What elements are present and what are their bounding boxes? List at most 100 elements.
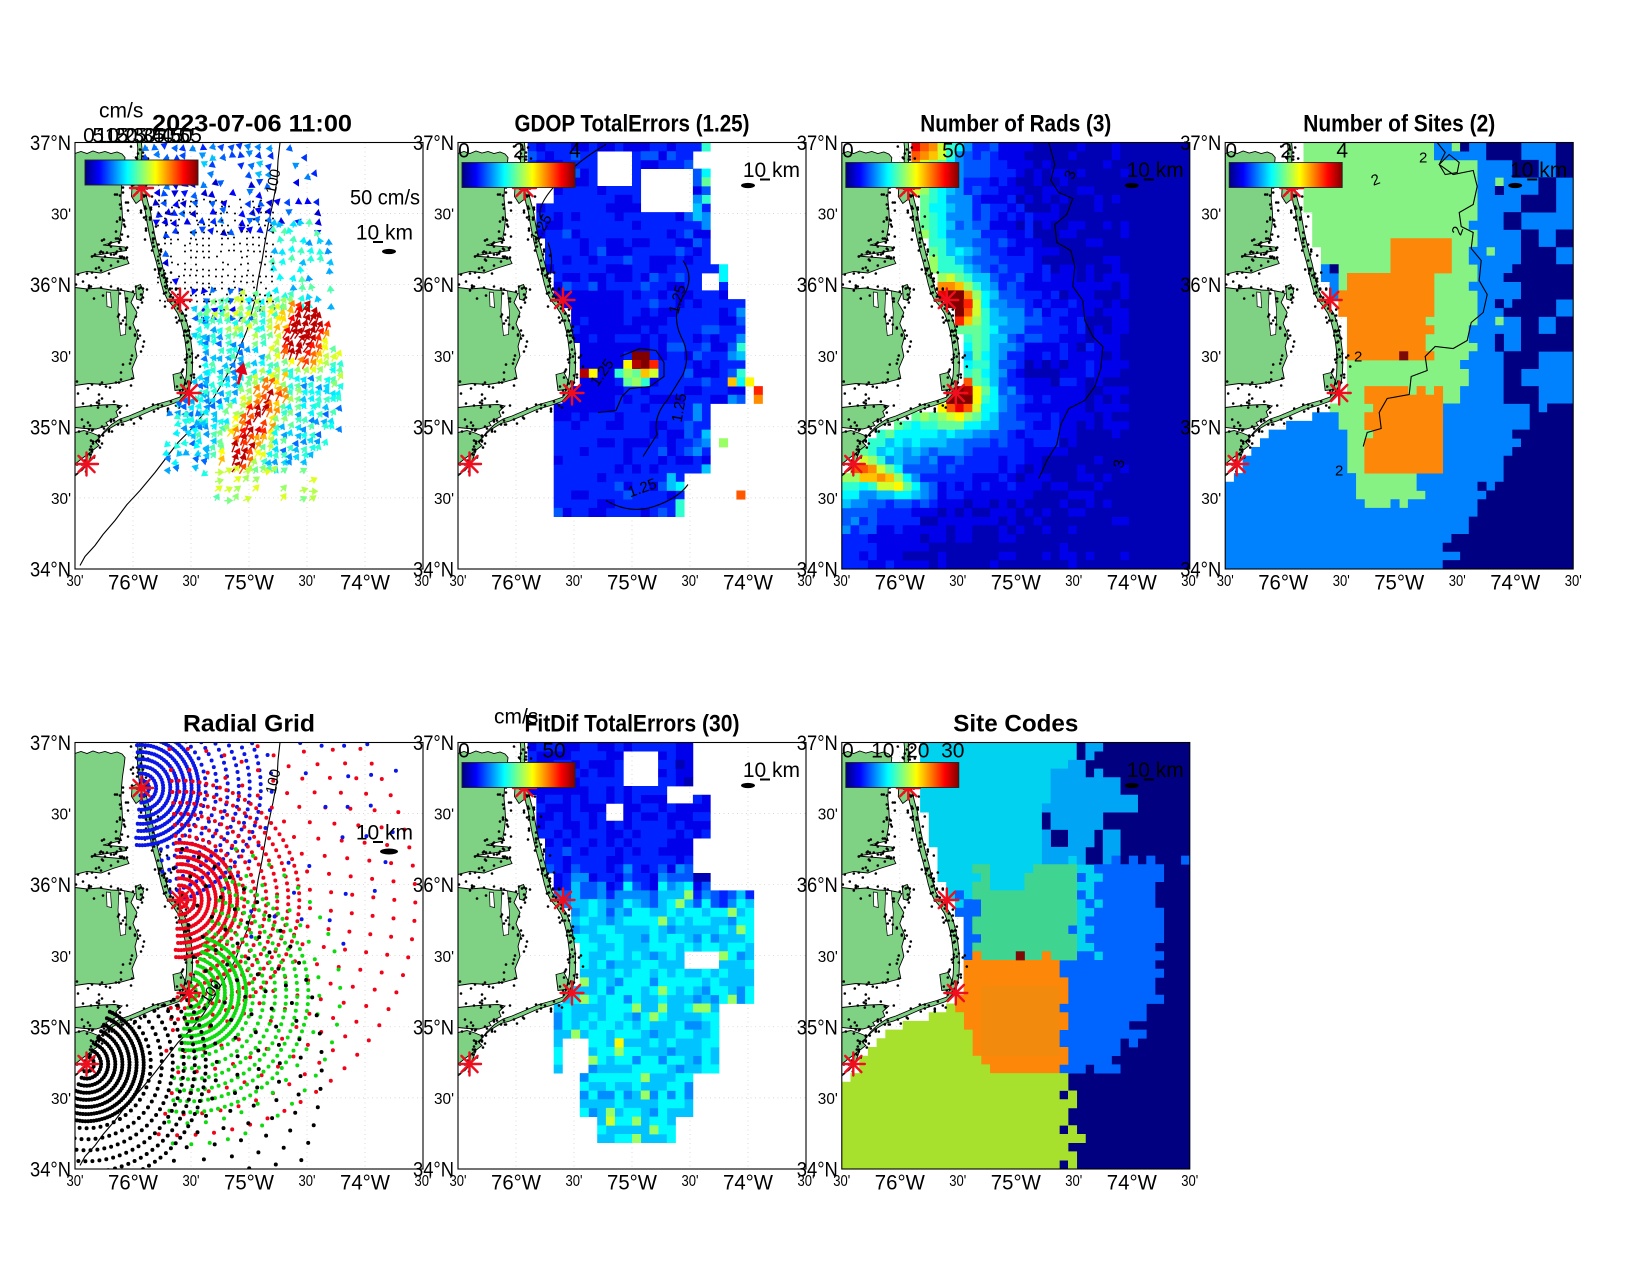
svg-text:37°N: 37°N [1180,132,1221,155]
svg-text:30': 30' [450,573,467,590]
svg-text:30': 30' [183,573,200,590]
svg-text:30': 30' [818,207,838,224]
svg-text:76°W: 76°W [491,572,541,595]
svg-text:36°N: 36°N [413,874,454,897]
svg-text:35°N: 35°N [1180,416,1221,439]
svg-text:Number of Rads (3): Number of Rads (3) [920,111,1111,138]
svg-text:0: 0 [842,740,854,763]
svg-text:76°W: 76°W [491,1172,541,1195]
svg-text:36°N: 36°N [797,874,838,897]
svg-text:30': 30' [818,349,838,366]
svg-text:30': 30' [67,573,84,590]
svg-text:30': 30' [1181,573,1198,590]
svg-text:30': 30' [51,807,71,824]
svg-text:30': 30' [818,807,838,824]
svg-text:100: 100 [263,168,285,196]
svg-text:2: 2 [1335,463,1343,480]
svg-text:75°W: 75°W [224,1172,274,1195]
svg-text:15: 15 [105,125,128,148]
svg-text:37°N: 37°N [797,732,838,755]
svg-text:37°N: 37°N [30,132,71,155]
svg-text:20: 20 [114,125,137,148]
svg-text:30': 30' [566,1173,583,1190]
svg-text:2: 2 [1354,349,1362,366]
svg-text:34°N: 34°N [30,1159,71,1182]
svg-text:0: 0 [458,740,470,763]
svg-text:30': 30' [1449,573,1466,590]
svg-text:10 km: 10 km [1127,159,1184,182]
svg-text:Number of Sites (2): Number of Sites (2) [1303,111,1495,138]
svg-text:30': 30' [51,491,71,508]
svg-text:36°N: 36°N [30,274,71,297]
svg-text:30': 30' [434,491,454,508]
svg-text:34°N: 34°N [413,559,454,582]
svg-text:30': 30' [833,573,850,590]
svg-text:30': 30' [299,1173,316,1190]
svg-text:10 km: 10 km [356,822,413,845]
svg-text:75°W: 75°W [1374,572,1424,595]
svg-text:Radial Grid: Radial Grid [183,711,315,738]
svg-text:75°W: 75°W [991,572,1041,595]
svg-text:30': 30' [682,1173,699,1190]
svg-text:34°N: 34°N [797,1159,838,1182]
svg-text:30: 30 [133,125,156,148]
svg-text:74°W: 74°W [340,572,390,595]
svg-text:75°W: 75°W [224,572,274,595]
svg-text:76°W: 76°W [108,572,158,595]
svg-text:30': 30' [434,1091,454,1108]
svg-text:10: 10 [871,740,894,763]
svg-text:20: 20 [906,740,929,763]
svg-text:74°W: 74°W [340,1172,390,1195]
svg-text:0: 0 [1225,140,1237,163]
svg-text:30': 30' [415,573,432,590]
svg-text:30': 30' [1201,349,1221,366]
svg-text:34°N: 34°N [1180,559,1221,582]
svg-text:37°N: 37°N [30,732,71,755]
svg-text:50: 50 [169,125,192,148]
svg-text:36°N: 36°N [413,274,454,297]
svg-text:75°W: 75°W [991,1172,1041,1195]
svg-text:35°N: 35°N [797,416,838,439]
svg-text:76°W: 76°W [875,1172,925,1195]
svg-text:37°N: 37°N [413,132,454,155]
svg-text:10 km: 10 km [1510,159,1567,182]
svg-text:30': 30' [450,1173,467,1190]
svg-text:30': 30' [1181,1173,1198,1190]
svg-text:30': 30' [818,949,838,966]
svg-text:25: 25 [123,125,146,148]
svg-text:2: 2 [513,140,525,163]
svg-text:30': 30' [818,491,838,508]
svg-text:74°W: 74°W [1107,1172,1157,1195]
svg-text:100: 100 [263,768,285,796]
svg-text:74°W: 74°W [1107,572,1157,595]
svg-text:75°W: 75°W [607,572,657,595]
svg-text:30': 30' [798,573,815,590]
svg-text:37°N: 37°N [797,132,838,155]
svg-text:50: 50 [542,740,565,763]
svg-text:30: 30 [941,740,964,763]
svg-text:30': 30' [1065,1173,1082,1190]
svg-text:1.25: 1.25 [666,283,690,316]
svg-text:40: 40 [151,125,174,148]
svg-text:30': 30' [1333,573,1350,590]
svg-text:4: 4 [569,140,581,163]
svg-text:30': 30' [67,1173,84,1190]
svg-text:cm/s: cm/s [99,100,143,123]
svg-text:75°W: 75°W [607,1172,657,1195]
svg-text:30': 30' [1201,207,1221,224]
svg-text:34°N: 34°N [30,559,71,582]
svg-text:5: 5 [92,125,104,148]
svg-text:10 km: 10 km [356,222,413,245]
svg-text:35°N: 35°N [413,1016,454,1039]
svg-text:76°W: 76°W [108,1172,158,1195]
svg-text:10 km: 10 km [743,759,800,782]
svg-text:36°N: 36°N [1180,274,1221,297]
svg-text:30': 30' [1565,573,1582,590]
svg-text:3: 3 [1110,458,1128,469]
svg-text:30': 30' [682,573,699,590]
svg-text:2: 2 [1280,140,1292,163]
svg-text:4: 4 [1336,140,1348,163]
svg-text:1.25: 1.25 [669,392,691,424]
svg-text:30': 30' [51,349,71,366]
svg-text:76°W: 76°W [875,572,925,595]
